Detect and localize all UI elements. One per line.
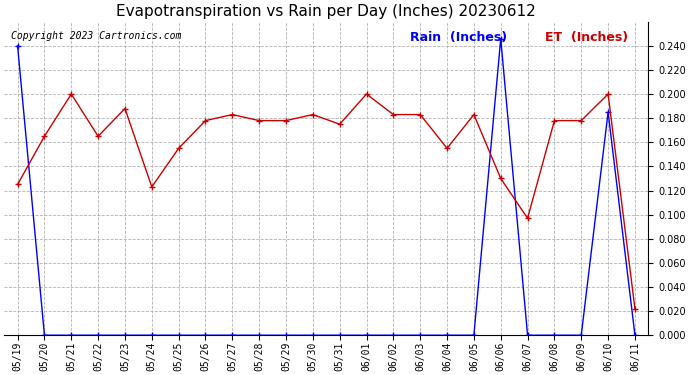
ET  (Inches) xyxy=(255,118,264,123)
ET  (Inches) xyxy=(94,134,102,138)
Rain  (Inches) xyxy=(497,36,505,41)
Rain  (Inches) xyxy=(577,333,585,338)
ET  (Inches) xyxy=(175,146,183,151)
Rain  (Inches) xyxy=(524,333,532,338)
ET  (Inches) xyxy=(335,122,344,126)
Line: ET  (Inches): ET (Inches) xyxy=(14,91,638,312)
ET  (Inches) xyxy=(524,216,532,220)
Rain  (Inches) xyxy=(362,333,371,338)
Rain  (Inches) xyxy=(67,333,75,338)
Rain  (Inches) xyxy=(121,333,129,338)
Rain  (Inches) xyxy=(389,333,397,338)
ET  (Inches) xyxy=(228,112,237,117)
Rain  (Inches) xyxy=(335,333,344,338)
ET  (Inches) xyxy=(389,112,397,117)
Rain  (Inches) xyxy=(443,333,451,338)
ET  (Inches) xyxy=(201,118,210,123)
ET  (Inches) xyxy=(148,184,156,189)
Rain  (Inches) xyxy=(551,333,559,338)
ET  (Inches) xyxy=(282,118,290,123)
ET  (Inches) xyxy=(604,92,612,96)
Rain  (Inches) xyxy=(228,333,237,338)
Rain  (Inches) xyxy=(175,333,183,338)
Rain  (Inches) xyxy=(416,333,424,338)
Rain  (Inches) xyxy=(604,110,612,114)
ET  (Inches) xyxy=(497,176,505,181)
Rain  (Inches) xyxy=(255,333,264,338)
ET  (Inches) xyxy=(121,106,129,111)
Rain  (Inches) xyxy=(631,333,639,338)
ET  (Inches) xyxy=(13,182,21,187)
Line: Rain  (Inches): Rain (Inches) xyxy=(14,36,638,338)
ET  (Inches) xyxy=(631,306,639,311)
Rain  (Inches) xyxy=(201,333,210,338)
Rain  (Inches) xyxy=(40,333,48,338)
Title: Evapotranspiration vs Rain per Day (Inches) 20230612: Evapotranspiration vs Rain per Day (Inch… xyxy=(117,4,536,19)
ET  (Inches) xyxy=(416,112,424,117)
ET  (Inches) xyxy=(551,118,559,123)
ET  (Inches) xyxy=(470,112,478,117)
Text: Copyright 2023 Cartronics.com: Copyright 2023 Cartronics.com xyxy=(10,31,181,41)
Rain  (Inches) xyxy=(148,333,156,338)
ET  (Inches) xyxy=(362,92,371,96)
ET  (Inches) xyxy=(308,112,317,117)
Rain  (Inches) xyxy=(470,333,478,338)
ET  (Inches) xyxy=(67,92,75,96)
Rain  (Inches) xyxy=(282,333,290,338)
Rain  (Inches) xyxy=(94,333,102,338)
Rain  (Inches) xyxy=(13,44,21,48)
Text: Rain  (Inches): Rain (Inches) xyxy=(410,31,507,44)
ET  (Inches) xyxy=(443,146,451,151)
Rain  (Inches) xyxy=(308,333,317,338)
ET  (Inches) xyxy=(40,134,48,138)
Text: ET  (Inches): ET (Inches) xyxy=(545,31,629,44)
ET  (Inches) xyxy=(577,118,585,123)
